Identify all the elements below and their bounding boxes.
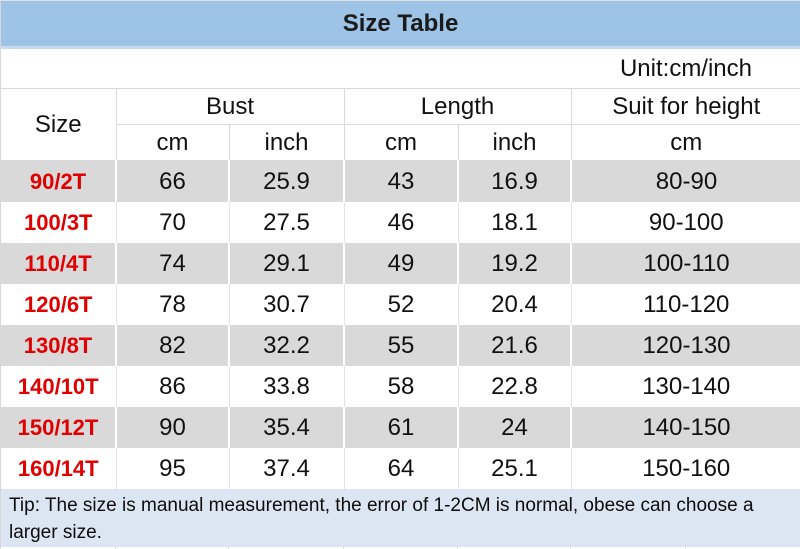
size-table: Unit:cm/inch Size Bust Length Suit for h…: [1, 49, 800, 489]
unit-row-spacer: [1, 49, 571, 89]
table-row: 110/4T 74 29.1 49 19.2 100-110: [1, 243, 800, 284]
length-cm-value: 46: [344, 202, 459, 243]
bust-cm-value: 74: [116, 243, 230, 284]
bust-cm-value: 95: [116, 448, 230, 489]
table-row: 160/14T 95 37.4 64 25.1 150-160: [1, 448, 800, 489]
length-inch-value: 21.6: [458, 325, 572, 366]
table-row: 130/8T 82 32.2 55 21.6 120-130: [1, 325, 800, 366]
table-row: 140/10T 86 33.8 58 22.8 130-140: [1, 366, 800, 407]
bust-inch-value: 33.8: [229, 366, 345, 407]
subheader-bust-inch: inch: [229, 124, 345, 161]
height-range-value: 150-160: [571, 448, 800, 489]
bust-cm-value: 90: [116, 407, 230, 448]
bust-cm-value: 78: [116, 284, 230, 325]
partial-row-strip: [1, 547, 800, 549]
size-label: 110/4T: [1, 243, 117, 284]
height-range-value: 110-120: [571, 284, 800, 325]
unit-label: Unit:cm/inch: [571, 49, 800, 89]
length-cm-value: 55: [344, 325, 459, 366]
bust-cm-value: 66: [116, 160, 230, 202]
header-row-groups: Size Bust Length Suit for height: [1, 88, 800, 161]
bust-inch-value: 32.2: [229, 325, 345, 366]
bust-cm-value: 70: [116, 202, 230, 243]
size-label: 150/12T: [1, 407, 117, 448]
bust-cm-value: 86: [116, 366, 230, 407]
length-cm-value: 43: [344, 160, 459, 202]
length-inch-value: 19.2: [458, 243, 572, 284]
size-label: 160/14T: [1, 448, 117, 489]
length-inch-value: 18.1: [458, 202, 572, 243]
length-cm-value: 64: [344, 448, 459, 489]
height-range-value: 80-90: [571, 160, 800, 202]
subheader-height-cm: cm: [571, 124, 800, 161]
size-label: 100/3T: [1, 202, 117, 243]
bust-inch-value: 27.5: [229, 202, 345, 243]
gridline-tick: [115, 547, 116, 549]
length-inch-value: 24: [458, 407, 572, 448]
subheader-length-cm: cm: [344, 124, 459, 161]
table-row: 150/12T 90 35.4 61 24 140-150: [1, 407, 800, 448]
length-cm-value: 61: [344, 407, 459, 448]
gridline-tick: [685, 547, 686, 549]
gridline-tick: [457, 547, 458, 549]
height-range-value: 140-150: [571, 407, 800, 448]
length-inch-value: 22.8: [458, 366, 572, 407]
col-header-bust: Bust: [116, 88, 345, 125]
size-label: 120/6T: [1, 284, 117, 325]
length-cm-value: 52: [344, 284, 459, 325]
page-title: Size Table: [1, 1, 800, 49]
bust-inch-value: 30.7: [229, 284, 345, 325]
size-label: 130/8T: [1, 325, 117, 366]
height-range-value: 120-130: [571, 325, 800, 366]
length-inch-value: 20.4: [458, 284, 572, 325]
bust-cm-value: 82: [116, 325, 230, 366]
table-row: 90/2T 66 25.9 43 16.9 80-90: [1, 160, 800, 202]
bust-inch-value: 25.9: [229, 160, 345, 202]
col-header-length: Length: [344, 88, 572, 125]
length-inch-value: 16.9: [458, 160, 572, 202]
unit-row: Unit:cm/inch: [1, 49, 800, 89]
gridline-tick: [343, 547, 344, 549]
gridline-tick: [228, 547, 229, 549]
bust-inch-value: 35.4: [229, 407, 345, 448]
length-inch-value: 25.1: [458, 448, 572, 489]
size-label: 140/10T: [1, 366, 117, 407]
size-label: 90/2T: [1, 160, 117, 202]
subheader-length-inch: inch: [458, 124, 572, 161]
col-header-height: Suit for height: [571, 88, 800, 125]
gridline-tick: [570, 547, 571, 549]
col-header-size: Size: [1, 88, 117, 161]
bust-inch-value: 37.4: [229, 448, 345, 489]
subheader-bust-cm: cm: [116, 124, 230, 161]
height-range-value: 130-140: [571, 366, 800, 407]
height-range-value: 90-100: [571, 202, 800, 243]
header-row-units: cm inch cm inch cm: [1, 124, 800, 161]
height-range-value: 100-110: [571, 243, 800, 284]
length-cm-value: 49: [344, 243, 459, 284]
measurement-tip: Tip: The size is manual measurement, the…: [1, 489, 800, 547]
length-cm-value: 58: [344, 366, 459, 407]
table-row: 100/3T 70 27.5 46 18.1 90-100: [1, 202, 800, 243]
table-row: 120/6T 78 30.7 52 20.4 110-120: [1, 284, 800, 325]
bust-inch-value: 29.1: [229, 243, 345, 284]
